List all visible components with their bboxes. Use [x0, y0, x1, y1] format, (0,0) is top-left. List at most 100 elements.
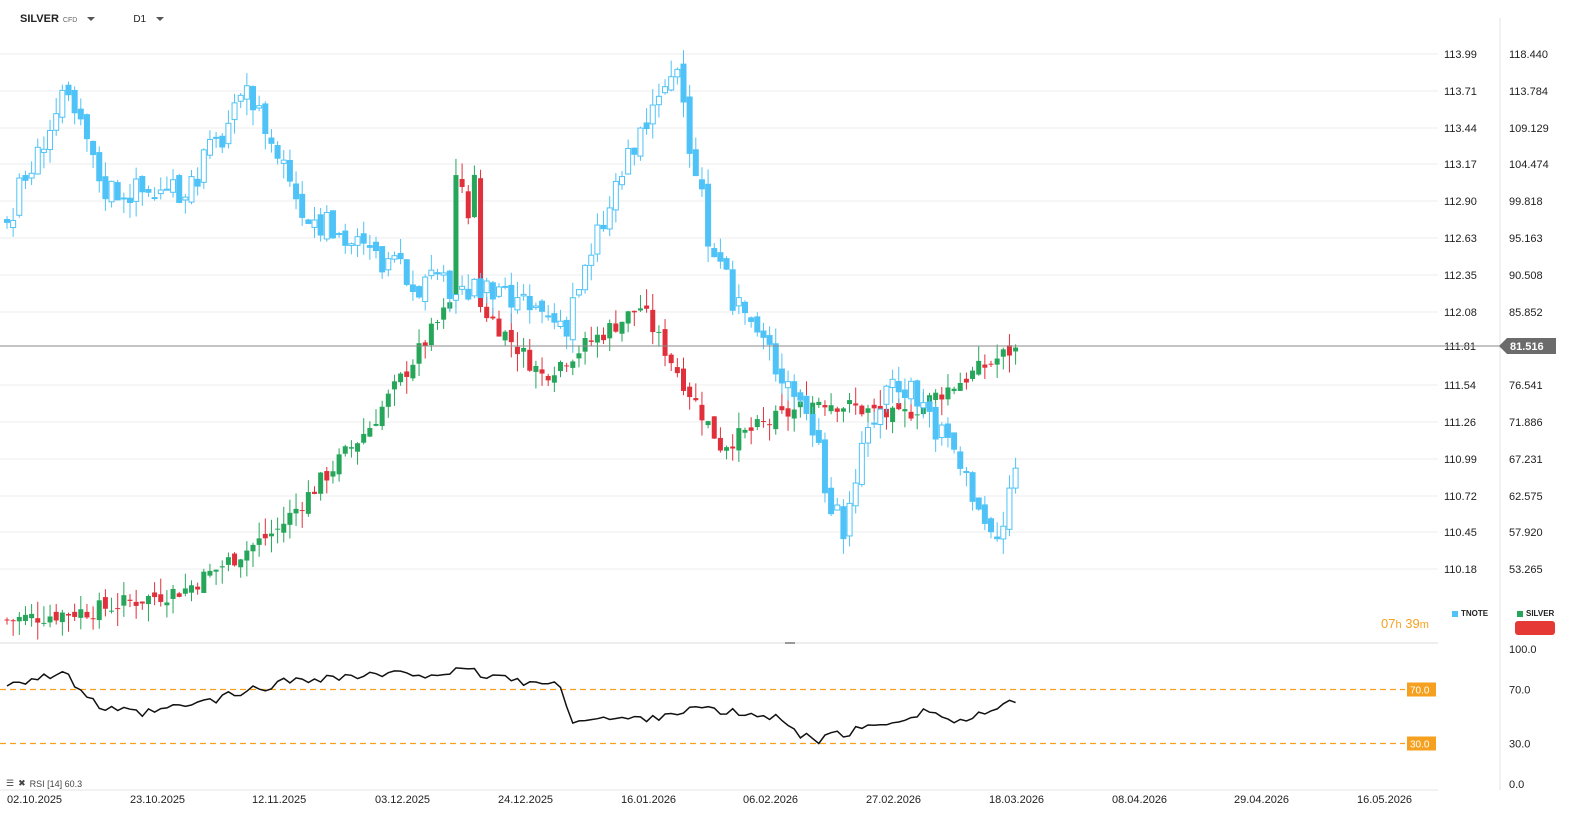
silver-candle	[84, 611, 90, 618]
symbol-name[interactable]: SILVER	[20, 13, 59, 25]
sell-badge[interactable]	[1515, 621, 1555, 635]
x-axis-tick-6: 06.02.2026	[743, 794, 798, 806]
timeframe-dropdown-icon[interactable]	[156, 17, 165, 21]
silver-candle	[601, 334, 607, 341]
silver-candle	[945, 387, 951, 400]
silver-candle	[514, 346, 520, 355]
silver-candle	[238, 559, 244, 568]
silver-candle	[256, 538, 262, 545]
left-axis-tick-6: 112.35	[1444, 270, 1477, 282]
tnote-candle	[545, 315, 552, 318]
tnote-candle	[975, 497, 982, 510]
menu-icon[interactable]: ☰	[6, 778, 15, 788]
left-axis-tick-13: 110.45	[1444, 527, 1477, 539]
tnote-candle	[4, 219, 10, 223]
left-axis-tick-1: 113.71	[1444, 86, 1477, 98]
silver-candle	[244, 550, 250, 561]
tnote-candle	[575, 289, 582, 296]
left-axis-tick-0: 113.99	[1444, 49, 1477, 61]
tnote-candle	[53, 113, 60, 131]
tnote-candle	[489, 282, 496, 300]
tnote-candle	[237, 94, 244, 102]
right-axis-tick-5: 95.163	[1509, 233, 1543, 245]
tnote-candle	[22, 175, 29, 181]
legend-tnote-label: TNOTE	[1461, 609, 1489, 618]
rsi-legend: ☰ ✖ RSI [14] 60.3	[6, 778, 82, 789]
silver-candle	[195, 586, 201, 590]
right-axis-tick-13: 57.920	[1509, 527, 1543, 539]
tnote-candle	[65, 84, 72, 96]
tnote-candle	[938, 424, 945, 438]
silver-candle	[705, 421, 711, 426]
silver-candle	[219, 566, 225, 568]
tnote-candle	[360, 233, 367, 244]
left-axis-tick-10: 111.26	[1444, 417, 1476, 429]
x-axis-tick-5: 16.01.2026	[621, 794, 676, 806]
tnote-candle	[834, 504, 841, 511]
tnote-candle	[729, 269, 736, 311]
tnote-candle	[133, 178, 140, 202]
current-price-badge	[1499, 338, 1556, 354]
silver-candle	[828, 405, 834, 412]
silver-candle	[59, 612, 65, 623]
countdown-minutes: 39	[1405, 616, 1420, 631]
tnote-candle	[200, 149, 207, 183]
timeframe-selector[interactable]: D1	[133, 13, 147, 25]
silver-candle	[379, 406, 385, 427]
silver-candle	[232, 553, 238, 566]
tnote-candle	[883, 385, 890, 405]
silver-candle	[115, 608, 121, 610]
silver-candle	[324, 471, 330, 481]
tnote-candle	[711, 248, 718, 258]
x-axis-tick-3: 03.12.2025	[375, 794, 430, 806]
silver-candle	[416, 343, 422, 364]
tnote-candle	[797, 392, 804, 401]
silver-candle	[711, 416, 717, 439]
right-axis-tick-2: 109.129	[1509, 123, 1549, 135]
countdown-h: h	[1395, 619, 1402, 631]
silver-candle	[668, 354, 674, 364]
silver-candle	[570, 361, 576, 368]
silver-candle	[478, 178, 484, 308]
silver-candle	[225, 557, 231, 565]
symbol-dropdown-icon[interactable]	[87, 17, 96, 21]
silver-candle	[625, 311, 631, 324]
silver-candle	[871, 404, 877, 409]
right-axis-tick-6: 90.508	[1509, 270, 1543, 282]
silver-candle	[133, 601, 139, 606]
tnote-candle	[293, 183, 300, 200]
silver-candle	[588, 340, 594, 342]
silver-candle	[1000, 349, 1006, 357]
countdown-m: m	[1419, 619, 1429, 631]
tnote-candle	[59, 89, 66, 118]
silver-candle	[976, 360, 982, 375]
silver-candle	[145, 596, 151, 605]
silver-candle	[564, 365, 570, 367]
tnote-candle	[47, 129, 54, 150]
silver-candle	[767, 424, 773, 426]
silver-candle	[66, 613, 71, 616]
silver-candle	[139, 601, 145, 604]
tnote-candle	[274, 145, 281, 159]
tnote-candle	[311, 219, 318, 228]
tnote-candle	[963, 470, 970, 473]
left-axis-tick-14: 110.18	[1444, 564, 1477, 576]
silver-candle	[201, 571, 207, 593]
rsi-level-label-1: 30.0	[1410, 740, 1430, 751]
silver-candle	[53, 611, 59, 621]
x-axis-tick-8: 18.03.2026	[989, 794, 1044, 806]
tnote-candle	[871, 422, 878, 425]
close-icon[interactable]: ✖	[18, 778, 26, 788]
silver-candle	[158, 594, 164, 602]
silver-candle	[373, 423, 379, 426]
tnote-candle	[655, 95, 662, 106]
tnote-candle	[551, 313, 558, 323]
tnote-candle	[772, 343, 779, 375]
silver-candle	[982, 364, 988, 368]
candle-countdown: 07h 39m	[1381, 616, 1429, 631]
tnote-candle	[1006, 487, 1013, 530]
silver-candle	[594, 334, 600, 343]
right-axis-tick-9: 76.541	[1509, 380, 1543, 392]
silver-candle	[951, 388, 957, 392]
